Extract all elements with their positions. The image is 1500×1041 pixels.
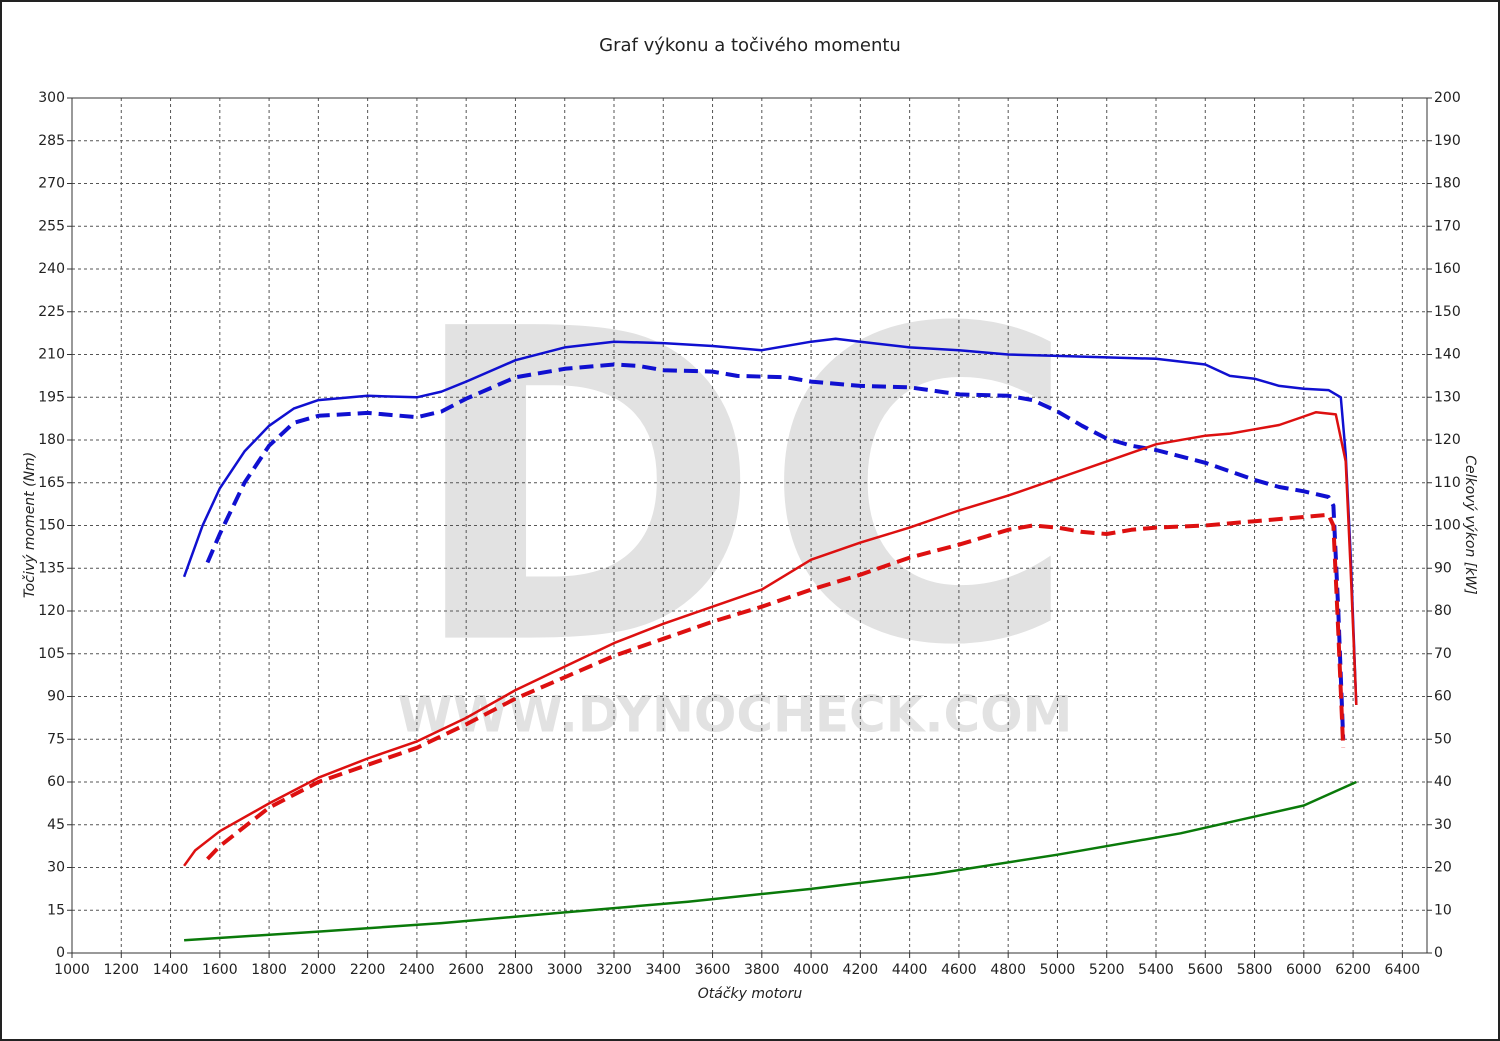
y2-tick-label: 100 <box>1434 518 1461 534</box>
y-tick-label: 30 <box>47 860 65 876</box>
y-tick-label: 165 <box>38 475 65 491</box>
data-line <box>183 410 1358 867</box>
x-tick-label: 4000 <box>793 962 829 978</box>
y-tick-label: 285 <box>38 133 65 149</box>
x-tick-label: 5400 <box>1138 962 1174 978</box>
y-tick-label: 90 <box>47 689 65 705</box>
y2-tick-label: 90 <box>1434 560 1452 576</box>
y-tick-label: 225 <box>38 304 65 320</box>
y2-tick-label: 130 <box>1434 389 1461 405</box>
x-tick-label: 1000 <box>54 962 90 978</box>
y2-tick-label: 0 <box>1434 945 1443 961</box>
x-tick-label: 1800 <box>251 962 287 978</box>
data-line <box>184 780 1357 942</box>
y2-tick-label: 60 <box>1434 689 1452 705</box>
y-tick-label: 135 <box>38 560 65 576</box>
data-line <box>182 337 1358 706</box>
x-tick-label: 5800 <box>1237 962 1273 978</box>
x-tick-label: 5200 <box>1089 962 1125 978</box>
y-tick-label: 0 <box>56 945 65 961</box>
y2-tick-label: 30 <box>1434 817 1452 833</box>
x-tick-label: 6000 <box>1286 962 1322 978</box>
y-axis-label: Točivý moment (Nm) <box>22 452 38 598</box>
x-tick-label: 3000 <box>547 962 583 978</box>
y2-tick-label: 10 <box>1434 902 1452 918</box>
x-tick-label: 5600 <box>1187 962 1223 978</box>
x-tick-label: 3600 <box>695 962 731 978</box>
data-line <box>205 362 1346 740</box>
x-tick-label: 3800 <box>744 962 780 978</box>
x-tick-label: 4200 <box>843 962 879 978</box>
plot-border <box>71 97 1428 954</box>
x-tick-label: 6400 <box>1385 962 1421 978</box>
y-tick-label: 75 <box>47 731 65 747</box>
y-tick-label: 180 <box>38 432 65 448</box>
y-tick-label: 60 <box>47 774 65 790</box>
y2-axis-label: Celkový výkon [kW] <box>1462 455 1478 594</box>
y-tick-label: 255 <box>38 218 65 234</box>
y2-tick-label: 180 <box>1434 176 1461 192</box>
y-tick-label: 210 <box>38 347 65 363</box>
x-tick-label: 1400 <box>153 962 189 978</box>
y2-tick-label: 190 <box>1434 133 1461 149</box>
chart-title: Graf výkonu a točivého momentu <box>599 35 901 56</box>
x-tick-label: 3200 <box>596 962 632 978</box>
x-tick-label: 1200 <box>103 962 139 978</box>
y2-tick-label: 140 <box>1434 347 1461 363</box>
y-tick-label: 45 <box>47 817 65 833</box>
y-tick-label: 120 <box>38 603 65 619</box>
watermark: DC <box>406 240 1079 740</box>
x-tick-label: 2600 <box>448 962 484 978</box>
x-tick-label: 2800 <box>498 962 534 978</box>
y2-tick-label: 200 <box>1434 90 1461 106</box>
x-tick-label: 3400 <box>645 962 681 978</box>
y-tick-label: 150 <box>38 518 65 534</box>
y2-tick-label: 150 <box>1434 304 1461 320</box>
y-tick-label: 195 <box>38 389 65 405</box>
y2-tick-label: 50 <box>1434 731 1452 747</box>
data-line <box>206 512 1346 861</box>
x-axis-label: Otáčky motoru <box>698 986 803 1002</box>
x-tick-label: 5000 <box>1040 962 1076 978</box>
watermark-url: WWW.DYNOCHECK.COM <box>398 686 1073 744</box>
x-tick-label: 2000 <box>301 962 337 978</box>
y-tick-label: 270 <box>38 176 65 192</box>
x-tick-label: 6200 <box>1335 962 1371 978</box>
x-tick-label: 4600 <box>941 962 977 978</box>
y2-tick-label: 170 <box>1434 218 1461 234</box>
watermark-layer: DC WWW.DYNOCHECK.COM <box>398 240 1079 744</box>
y-tick-label: 300 <box>38 90 65 106</box>
x-tick-label: 4800 <box>990 962 1026 978</box>
y2-tick-label: 80 <box>1434 603 1452 619</box>
y2-tick-label: 40 <box>1434 774 1452 790</box>
y-tick-label: 15 <box>47 902 65 918</box>
y-tick-label: 105 <box>38 646 65 662</box>
x-tick-label: 2200 <box>350 962 386 978</box>
y2-tick-label: 20 <box>1434 860 1452 876</box>
y2-tick-label: 120 <box>1434 432 1461 448</box>
y-tick-label: 240 <box>38 261 65 277</box>
y2-tick-label: 70 <box>1434 646 1452 662</box>
y2-tick-label: 110 <box>1434 475 1461 491</box>
x-tick-label: 4400 <box>892 962 928 978</box>
x-tick-label: 1600 <box>202 962 238 978</box>
x-tick-label: 2400 <box>399 962 435 978</box>
y2-tick-label: 160 <box>1434 261 1461 277</box>
